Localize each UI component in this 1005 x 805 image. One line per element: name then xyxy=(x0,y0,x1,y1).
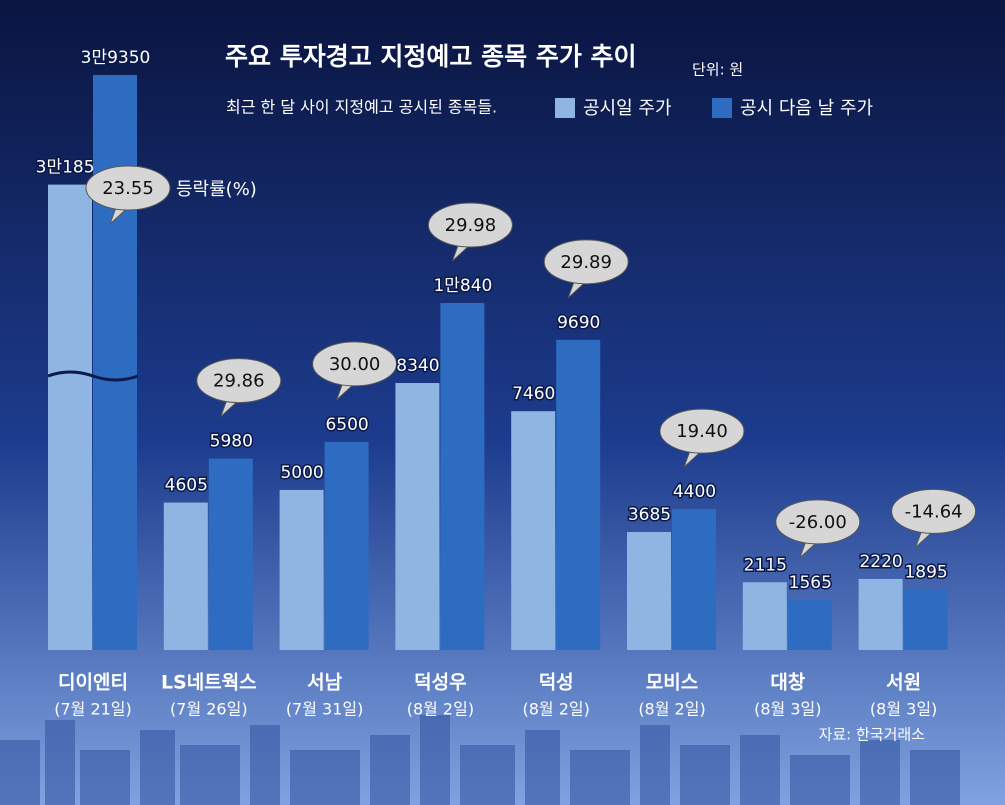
date-label: (8월 3일) xyxy=(754,700,821,719)
bar xyxy=(627,532,671,650)
category-label: 서원 xyxy=(886,672,921,694)
bar xyxy=(903,589,948,650)
change-bubble xyxy=(85,165,171,211)
change-label: 19.40 xyxy=(676,421,728,442)
change-label: -14.64 xyxy=(905,501,963,522)
category-label: 모비스 xyxy=(646,672,698,694)
bar xyxy=(324,441,369,650)
value-label: 2220 xyxy=(859,552,902,572)
source: 자료: 한국거래소 xyxy=(819,726,926,744)
bar xyxy=(672,509,716,650)
change-bubble xyxy=(891,488,977,534)
value-label: 3만1850 xyxy=(36,158,106,178)
value-label: 1895 xyxy=(904,562,947,582)
bar xyxy=(511,411,556,650)
date-label: (8월 3일) xyxy=(870,700,937,719)
unit-label: 단위: 원 xyxy=(692,61,743,79)
value-label: 5980 xyxy=(210,432,253,452)
bar xyxy=(93,75,137,650)
change-bubble xyxy=(775,499,861,545)
value-label: 9690 xyxy=(557,313,600,333)
value-label: 3만9350 xyxy=(81,48,151,68)
value-label: 8340 xyxy=(396,356,439,376)
date-label: (7월 21일) xyxy=(54,700,132,719)
change-label: 29.89 xyxy=(560,252,612,273)
change-bubble xyxy=(543,239,629,285)
value-label: 5000 xyxy=(280,463,323,483)
bar xyxy=(742,582,787,650)
date-label: (8월 2일) xyxy=(638,700,705,719)
change-bubble xyxy=(196,358,282,404)
change-title: 등락률(%) xyxy=(176,179,257,200)
category-label: 서남 xyxy=(307,672,342,694)
legend-label: 공시일 주가 xyxy=(583,98,672,119)
value-label: 4605 xyxy=(165,476,208,496)
legend-swatch xyxy=(712,98,732,118)
date-label: (8월 2일) xyxy=(407,700,474,719)
change-bubble xyxy=(427,202,513,248)
chart-title: 주요 투자경고 지정예고 종목 주가 추이 xyxy=(225,42,637,71)
date-label: (8월 2일) xyxy=(523,700,590,719)
bar xyxy=(208,458,253,650)
category-label: 덕성우 xyxy=(414,672,466,694)
change-label: 23.55 xyxy=(102,178,154,199)
bar xyxy=(858,578,903,650)
change-label: 30.00 xyxy=(329,354,381,375)
legend-swatch xyxy=(555,98,575,118)
value-label: 7460 xyxy=(512,384,555,404)
change-label: 29.86 xyxy=(213,371,265,392)
bar xyxy=(48,184,92,651)
category-label: 덕성 xyxy=(539,672,574,694)
value-label: 6500 xyxy=(325,415,368,435)
category-label: 디이엔티 xyxy=(58,672,128,694)
value-label: 3685 xyxy=(628,505,671,525)
value-label: 2115 xyxy=(744,555,787,575)
axis-break xyxy=(47,370,139,382)
date-label: (7월 31일) xyxy=(286,700,364,719)
category-label: 대창 xyxy=(770,672,805,694)
change-label: -26.00 xyxy=(789,512,847,533)
category-label: LS네트웍스 xyxy=(161,672,257,694)
bar xyxy=(556,339,601,650)
bar xyxy=(787,599,832,650)
city-skyline xyxy=(0,715,960,805)
value-label: 1만840 xyxy=(433,276,492,296)
value-label: 1565 xyxy=(789,573,832,593)
bar xyxy=(279,489,324,650)
bar xyxy=(440,303,485,650)
subtitle: 최근 한 달 사이 지정예고 공시된 종목들. xyxy=(226,98,497,117)
bar xyxy=(395,383,440,650)
change-bubble xyxy=(659,408,745,454)
legend-label: 공시 다음 날 주가 xyxy=(740,98,873,119)
date-label: (7월 26일) xyxy=(170,700,248,719)
bar xyxy=(163,502,208,650)
change-bubble xyxy=(312,341,398,387)
value-label: 4400 xyxy=(673,482,716,502)
change-label: 29.98 xyxy=(445,215,497,236)
